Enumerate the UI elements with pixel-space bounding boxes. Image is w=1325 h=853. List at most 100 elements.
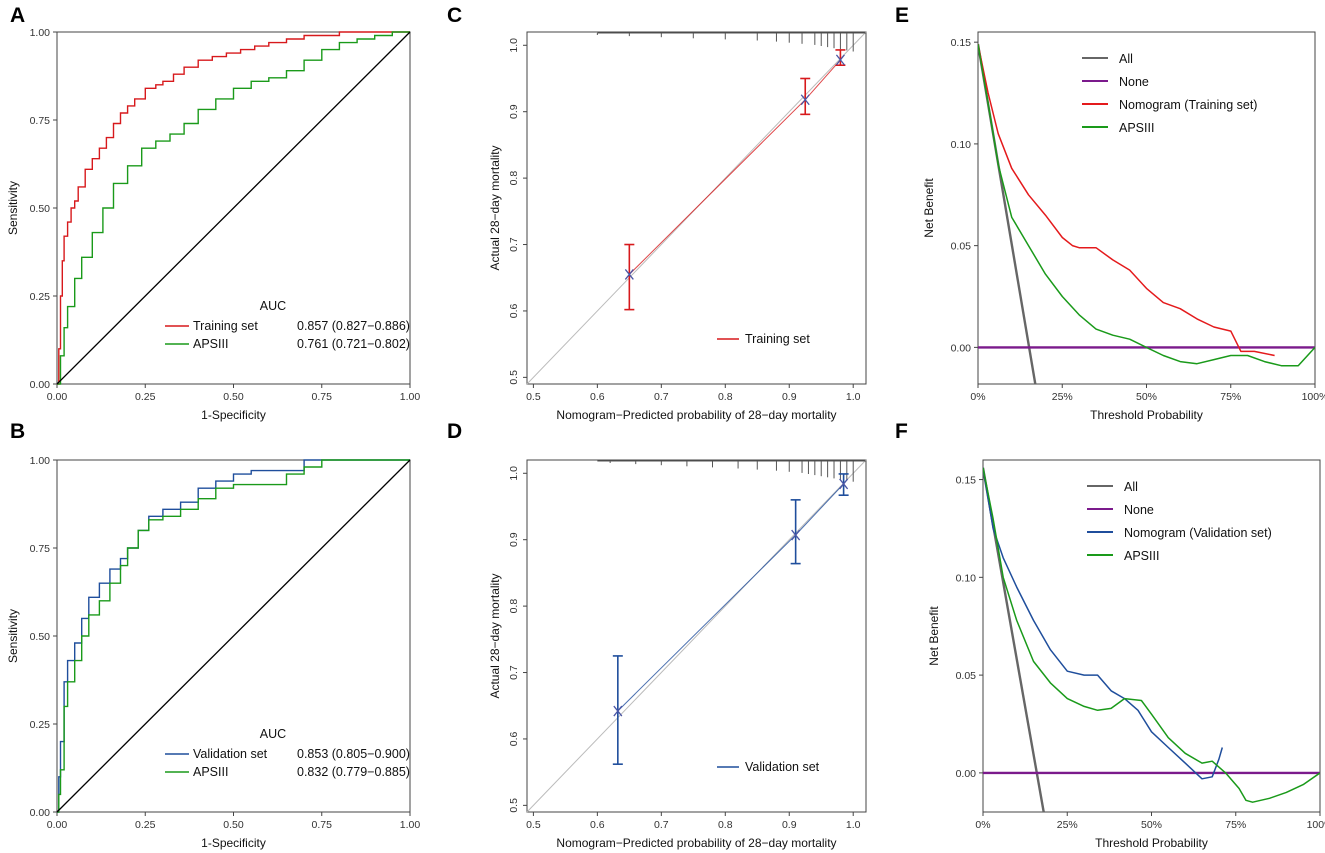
panel-e-ytick-label: 0.10	[951, 139, 972, 151]
panel-f-series-3-line	[983, 467, 1320, 803]
panel-b-legend-title: AUC	[260, 727, 286, 741]
panel-b-ytick-label: 1.00	[30, 455, 51, 467]
panel-c-ytick-label: 0.6	[508, 303, 520, 318]
panel-c-label: C	[447, 4, 462, 27]
panel-b-ytick-label: 0.25	[30, 719, 51, 731]
panel-a-legend-name-1: APSIII	[193, 337, 228, 351]
panel-e-legend-name-2: Nomogram (Training set)	[1119, 98, 1257, 112]
panel-d-ytick-label: 0.9	[508, 532, 520, 547]
panel-d-xtick-label: 0.5	[526, 819, 541, 831]
panel-c-xtick-label: 0.9	[782, 391, 797, 403]
panel-e-legend-name-3: APSIII	[1119, 121, 1154, 135]
panel-f-series-2-line	[983, 467, 1224, 780]
panel-d-x-axis-label: Nomogram−Predicted probability of 28−day…	[556, 836, 836, 850]
panel-e-y-axis-label: Net Benefit	[922, 178, 936, 238]
panel-e-xtick-label: 100%	[1302, 391, 1325, 403]
panel-c-point-marker-0	[624, 269, 634, 280]
panel-e-legend-name-0: All	[1119, 52, 1133, 66]
panel-c-point-marker-2	[835, 54, 845, 66]
panel-b-series-1-line	[57, 459, 410, 813]
panel-a-x-axis-label: 1-Specificity	[201, 408, 266, 422]
panel-f-plot-area	[983, 467, 1320, 812]
panel-a-xtick-label: 0.25	[135, 391, 156, 403]
panel-f-legend-name-1: None	[1124, 503, 1154, 517]
panel-a-xtick-label: 0.00	[47, 391, 68, 403]
panel-c-ytick-label: 1.0	[508, 38, 520, 53]
panel-d-xtick-label: 0.7	[654, 819, 669, 831]
panel-d-ytick-label: 0.5	[508, 798, 520, 813]
panel-d-ytick-label: 0.6	[508, 731, 520, 746]
panel-c-point-marker-1	[800, 94, 810, 106]
panel-b-xtick-label: 0.00	[47, 819, 68, 831]
panel-c-frame	[526, 31, 867, 385]
panel-e-label: E	[895, 4, 909, 27]
panel-b-reference-line	[56, 459, 411, 813]
panel-c-ytick-label: 0.8	[508, 171, 520, 186]
panel-d-point-marker-0	[613, 705, 623, 717]
panel-b-x-axis-label: 1-Specificity	[201, 836, 266, 850]
panel-f-ytick-label: 0.10	[956, 572, 977, 584]
panel-c-xtick-label: 0.8	[718, 391, 733, 403]
panel-c-legend-name: Training set	[745, 332, 810, 346]
panel-f-legend-name-0: All	[1124, 480, 1138, 494]
panel-c-x-axis-label: Nomogram−Predicted probability of 28−day…	[556, 408, 836, 422]
panel-b-xtick-label: 0.75	[312, 819, 333, 831]
panel-f-xtick-label: 0%	[975, 819, 990, 831]
panel-a-reference-line	[56, 31, 411, 385]
panel-b-xtick-label: 0.25	[135, 819, 156, 831]
panel-a-xtick-label: 0.50	[223, 391, 244, 403]
panel-a-xtick-label: 0.75	[312, 391, 333, 403]
panel-b-legend-name-0: Validation set	[193, 747, 268, 761]
panel-d-label: D	[447, 420, 462, 443]
panel-c-ytick-label: 0.7	[508, 237, 520, 252]
panel-d-legend-name: Validation set	[745, 760, 820, 774]
panel-f-xtick-label: 75%	[1225, 819, 1246, 831]
panel-e-ytick-label: 0.00	[951, 342, 972, 354]
panel-b-legend-auc-1: 0.832 (0.779−0.885)	[297, 765, 410, 779]
panel-a-label: A	[10, 4, 25, 27]
panel-e-xtick-label: 75%	[1220, 391, 1241, 403]
panel-f-ytick-label: 0.05	[956, 670, 977, 682]
panel-e-xtick-label: 0%	[970, 391, 985, 403]
panel-d-xtick-label: 0.6	[590, 819, 605, 831]
panel-b-legend-name-1: APSIII	[193, 765, 228, 779]
panel-a-legend-name-0: Training set	[193, 319, 258, 333]
panel-f-ytick-label: 0.00	[956, 768, 977, 780]
panel-a-y-axis-label: Sensitivity	[6, 181, 20, 235]
panel-e-series-2-line	[978, 44, 1275, 357]
panel-b-legend-auc-0: 0.853 (0.805−0.900)	[297, 747, 410, 761]
panel-a-series-0-line	[57, 31, 410, 385]
panel-d-y-axis-label: Actual 28−day mortality	[488, 573, 502, 698]
panel-c-y-axis-label: Actual 28−day mortality	[488, 145, 502, 270]
panel-e-plot-area	[978, 44, 1315, 384]
panel-c-xtick-label: 0.7	[654, 391, 669, 403]
panel-e-series-3-line	[978, 44, 1315, 367]
panel-b-xtick-label: 0.50	[223, 819, 244, 831]
panel-a-xtick-label: 1.00	[400, 391, 421, 403]
panel-d-point-marker-2	[839, 478, 849, 490]
panel-a-legend-auc-1: 0.761 (0.721−0.802)	[297, 337, 410, 351]
panel-f-xtick-label: 100%	[1307, 819, 1325, 831]
panel-c-ytick-label: 0.5	[508, 370, 520, 385]
panel-a-series-1-line	[57, 31, 410, 385]
panel-e-ytick-label: 0.15	[951, 37, 972, 49]
panel-b-ytick-label: 0.75	[30, 543, 51, 555]
panel-d-xtick-label: 0.9	[782, 819, 797, 831]
panel-d-ytick-label: 0.8	[508, 599, 520, 614]
panel-d-ytick-label: 1.0	[508, 466, 520, 481]
panel-f-y-axis-label: Net Benefit	[927, 606, 941, 666]
panel-f-x-axis-label: Threshold Probability	[1095, 836, 1208, 850]
panel-a-ytick-label: 0.00	[30, 379, 51, 391]
panel-e-legend-name-1: None	[1119, 75, 1149, 89]
panel-f-xtick-label: 25%	[1057, 819, 1078, 831]
panel-f-ytick-label: 0.15	[956, 475, 977, 487]
panel-b-ytick-label: 0.50	[30, 631, 51, 643]
panel-b-y-axis-label: Sensitivity	[6, 609, 20, 663]
panel-a-ytick-label: 1.00	[30, 27, 51, 39]
panel-c-xtick-label: 0.6	[590, 391, 605, 403]
panel-d-frame	[526, 459, 867, 813]
panel-e-xtick-label: 50%	[1136, 391, 1157, 403]
panel-f-legend-name-2: Nomogram (Validation set)	[1124, 526, 1272, 540]
panel-e-ytick-label: 0.05	[951, 241, 972, 253]
